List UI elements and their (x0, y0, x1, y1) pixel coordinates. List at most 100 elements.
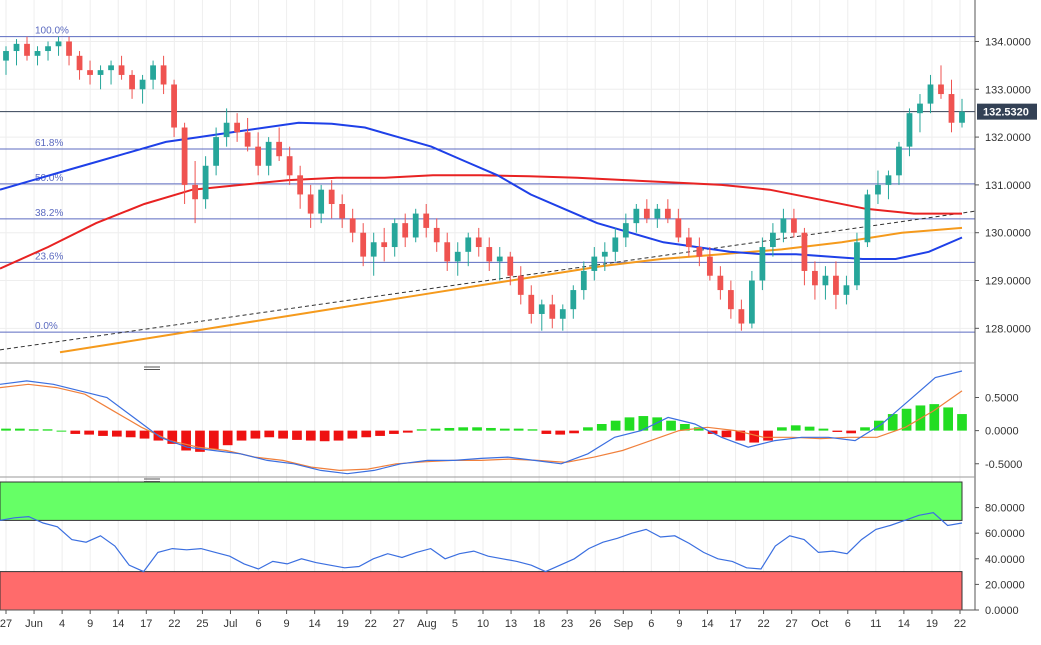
macd-layer (0, 370, 967, 475)
macd-histogram-bar (486, 427, 496, 431)
candle-down (833, 275, 839, 295)
macd-histogram-bar (70, 430, 81, 434)
date-tick-label: 23 (561, 618, 573, 630)
candle-down (517, 275, 524, 295)
candle-down (791, 218, 797, 233)
candle-down (675, 218, 682, 238)
candle-down (717, 275, 724, 291)
candle-up (34, 51, 41, 56)
macd-tick-label: 0.0000 (985, 426, 1019, 438)
date-tick-label: Sep (614, 618, 634, 630)
overbought-band (0, 481, 963, 521)
candle-down (234, 122, 241, 133)
candle-up (927, 84, 934, 104)
fibonacci-level-label: 100.0% (35, 26, 69, 37)
date-tick-label: Aug (417, 618, 437, 630)
candle-down (696, 247, 703, 257)
candle-up (864, 194, 871, 243)
macd-histogram-bar (416, 429, 427, 431)
candle-down (381, 242, 388, 248)
candle-down (339, 204, 346, 219)
date-tick-label: 14 (701, 618, 713, 630)
candle-down (360, 232, 367, 257)
date-tick-label: 22 (168, 618, 180, 630)
date-tick-label: 4 (59, 618, 65, 630)
candle-down (66, 41, 72, 56)
candle-down (685, 237, 692, 248)
candle-down (727, 290, 734, 310)
macd-histogram-bar (56, 430, 67, 432)
candle-down (286, 156, 293, 176)
candle-up (906, 113, 913, 147)
candle-up (770, 232, 776, 248)
candle-down (528, 294, 535, 314)
candle-down (328, 189, 335, 205)
candle-up (538, 304, 545, 314)
macd-histogram-bar (84, 430, 94, 435)
macd-histogram-bar (139, 430, 150, 439)
date-tick-label: 9 (284, 618, 290, 630)
candle-down (129, 74, 135, 90)
candle-up (496, 256, 503, 262)
candle-down (171, 84, 177, 128)
candle-up (412, 213, 419, 238)
macd-histogram-bar (125, 430, 136, 438)
date-tick-label: 25 (196, 618, 208, 630)
macd-histogram-bar (458, 427, 469, 431)
rsi-tick-label: 0.0000 (985, 605, 1019, 617)
trendline (0, 210, 976, 351)
date-tick-label: 22 (954, 618, 966, 630)
rsi-line (0, 512, 963, 573)
macd-histogram-bar (430, 428, 441, 431)
fibonacci-layer: 100.0% 61.8% 50.0% 38.2% 23.6% 0.0% (0, 26, 975, 333)
date-tick-label: 27 (0, 618, 12, 630)
macd-histogram-bar (555, 430, 566, 435)
macd-histogram-bar (777, 427, 787, 431)
macd-histogram-bar (375, 430, 385, 436)
macd-histogram-bar (222, 430, 233, 446)
macd-histogram-bar (1, 428, 11, 431)
macd-histogram-bar (98, 430, 108, 436)
fibonacci-level-label: 23.6% (35, 251, 63, 262)
candle-up (622, 223, 629, 238)
candle-up (654, 208, 661, 219)
date-tick-label: 9 (676, 618, 682, 630)
macd-histogram-bar (943, 407, 953, 431)
price-tick-label: 129.0000 (985, 276, 1031, 288)
macd-histogram-bar (195, 430, 205, 452)
macd-histogram-bar (111, 430, 122, 437)
fibonacci-level-label: 61.8% (35, 138, 63, 149)
macd-histogram-bar (181, 430, 191, 451)
panel-resize-handle-1[interactable] (144, 366, 160, 370)
candle-up (843, 285, 850, 295)
macd-histogram-bar (541, 430, 552, 434)
candle-down (349, 218, 356, 233)
candle-up (854, 242, 860, 286)
macd-histogram-bar (361, 430, 372, 438)
macd-histogram-bar (569, 430, 579, 434)
candle-down (475, 237, 482, 248)
macd-histogram-bar (624, 417, 635, 431)
panel-resize-handle-2[interactable] (144, 478, 160, 482)
candle-up (875, 184, 881, 195)
oversold-band (0, 571, 963, 611)
candle-down (549, 304, 556, 319)
candle-down (486, 247, 493, 262)
candle-down (87, 70, 93, 75)
macd-histogram-bar (763, 430, 773, 441)
macd-tick-label: 0.5000 (985, 393, 1019, 405)
macd-histogram-bar (499, 428, 510, 431)
date-tick-label: 19 (337, 618, 349, 630)
candle-up (202, 165, 209, 200)
candle-up (55, 41, 62, 47)
candle-up (3, 51, 9, 61)
candle-down (118, 65, 125, 75)
macd-histogram-bar (472, 427, 482, 431)
current-price-label: 132.5320 (983, 107, 1029, 119)
rsi-tick-label: 20.0000 (985, 579, 1025, 591)
macd-histogram-bar (389, 430, 399, 434)
macd-histogram-bar (527, 429, 538, 431)
candle-up (13, 43, 20, 52)
candle-up (370, 242, 377, 257)
date-tick-label: 6 (648, 618, 654, 630)
